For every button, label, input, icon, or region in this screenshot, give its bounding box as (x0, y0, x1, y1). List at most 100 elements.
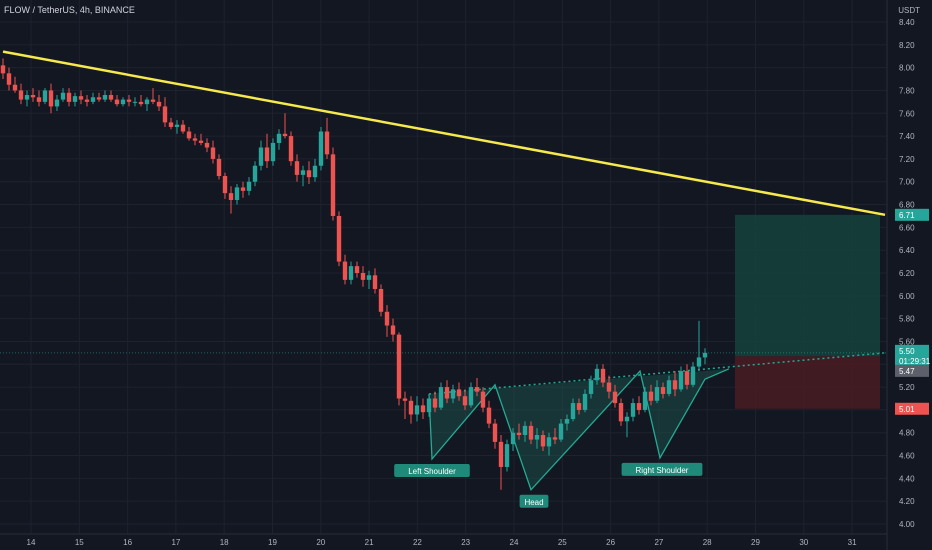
candle-body (198, 140, 204, 143)
candle-body (30, 95, 36, 98)
candle-body (84, 99, 90, 102)
candle-body (384, 311, 390, 326)
candle-body (654, 387, 660, 401)
candle-body (324, 131, 330, 155)
x-tick-label: 21 (365, 538, 374, 547)
candle-body (636, 403, 642, 410)
candle-body (516, 432, 522, 436)
candle-body (372, 275, 378, 289)
x-tick-label: 31 (848, 538, 857, 547)
candle-body (102, 95, 108, 100)
candle-body (594, 368, 600, 381)
price-axis-label: 5.47 (899, 367, 915, 376)
x-tick-label: 28 (703, 538, 712, 547)
candle-body (168, 122, 174, 127)
candle-body (444, 387, 450, 399)
y-tick-label: 4.80 (899, 429, 915, 438)
price-axis-label-box (895, 402, 929, 415)
candle-body (210, 147, 216, 159)
candle-body (366, 275, 372, 280)
candle-body (246, 181, 252, 191)
candle-body (462, 396, 468, 406)
candle-body (96, 97, 102, 100)
candle-body (60, 92, 66, 100)
y-tick-label: 4.00 (899, 520, 915, 529)
candle-body (240, 187, 246, 191)
candle-body (48, 90, 54, 107)
price-axis-label: 5.50 (899, 347, 915, 356)
candle-body (534, 435, 540, 440)
y-tick-label: 7.60 (899, 109, 915, 118)
candle-body (540, 435, 546, 447)
y-tick-label: 4.20 (899, 497, 915, 506)
candle-body (78, 96, 84, 100)
candle-body (420, 405, 426, 413)
candle-body (342, 261, 348, 280)
x-tick-label: 23 (461, 538, 470, 547)
candle-body (336, 215, 342, 262)
y-tick-label: 4.40 (899, 474, 915, 483)
pattern-outline (428, 368, 730, 492)
candle-body (114, 99, 120, 105)
y-tick-label: 4.60 (899, 452, 915, 461)
candle-body (660, 387, 666, 394)
candle-body (12, 84, 18, 91)
candle-body (186, 131, 192, 139)
pattern-label-box (519, 494, 549, 508)
y-tick-label: 7.40 (899, 132, 915, 141)
candle-body (228, 193, 234, 200)
x-tick-label: 30 (799, 538, 808, 547)
candle-body (378, 288, 384, 312)
candle-body (138, 101, 144, 105)
candle-body (330, 154, 336, 216)
candle-body (528, 425, 534, 440)
currency-label: USDT (898, 6, 920, 15)
y-tick-label: 6.80 (899, 201, 915, 210)
candle-body (144, 99, 150, 105)
candle-body (468, 387, 474, 406)
y-tick-label: 5.80 (899, 315, 915, 324)
candle-body (576, 403, 582, 410)
y-tick-label: 8.00 (899, 64, 915, 73)
candle-body (54, 99, 60, 107)
candle-body (264, 147, 270, 162)
pattern-label-box (394, 463, 470, 477)
symbol-header: FLOW / TetherUS, 4h, BINANCE (4, 5, 135, 15)
candle-body (396, 334, 402, 399)
price-axis-label-box (895, 208, 929, 221)
x-tick-label: 19 (268, 538, 277, 547)
candle-body (306, 170, 312, 178)
x-tick-label: 14 (27, 538, 36, 547)
price-axis-label: 6.71 (899, 211, 915, 220)
neckline (428, 352, 886, 395)
x-tick-label: 20 (316, 538, 325, 547)
candle-body (402, 398, 408, 401)
candle-body (192, 138, 198, 141)
x-tick-label: 26 (606, 538, 615, 547)
candle-body (564, 419, 570, 424)
candle-body (648, 391, 654, 401)
candle-body (678, 371, 684, 390)
x-tick-label: 27 (654, 538, 663, 547)
descending-trendline (2, 50, 886, 217)
candle-body (354, 266, 360, 273)
candle-body (24, 95, 30, 100)
price-axis-label-box (895, 344, 929, 357)
candle-body (270, 142, 276, 162)
candle-body (546, 437, 552, 447)
candle-body (294, 161, 300, 175)
y-tick-label: 7.80 (899, 86, 915, 95)
candle-body (288, 136, 294, 162)
candle-body (0, 65, 6, 74)
candle-body (174, 124, 180, 127)
x-tick-label: 18 (220, 538, 229, 547)
candle-body (588, 380, 594, 394)
y-tick-label: 6.60 (899, 223, 915, 232)
price-axis-label-box (895, 354, 929, 367)
candle-body (300, 170, 306, 175)
x-tick-label: 17 (171, 538, 180, 547)
candle-body (276, 133, 282, 143)
y-tick-label: 6.40 (899, 246, 915, 255)
candle-body (450, 389, 456, 399)
